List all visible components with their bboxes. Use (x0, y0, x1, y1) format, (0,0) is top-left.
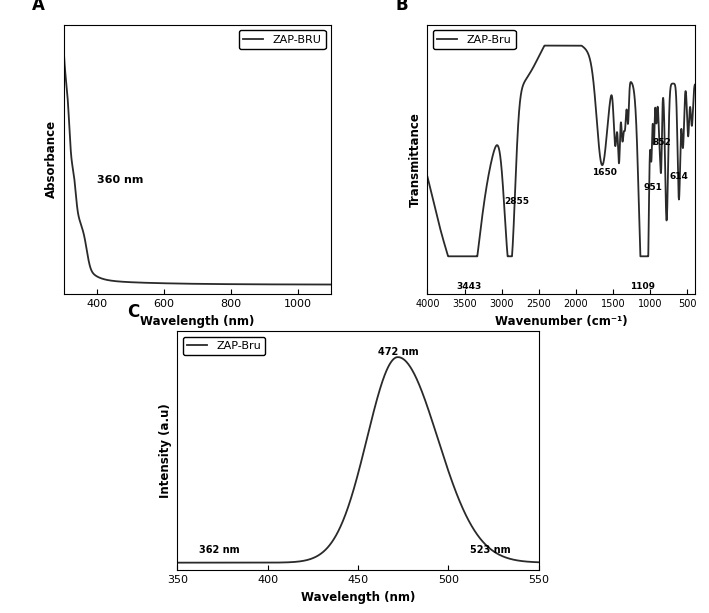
Y-axis label: Transmittance: Transmittance (409, 112, 422, 207)
Text: 523 nm: 523 nm (470, 545, 510, 555)
Y-axis label: Intensity (a.u): Intensity (a.u) (159, 403, 172, 498)
Text: 472 nm: 472 nm (377, 347, 418, 357)
Text: 852: 852 (652, 139, 671, 147)
Text: 614: 614 (670, 172, 688, 181)
Text: 2855: 2855 (504, 197, 529, 207)
Text: B: B (396, 0, 408, 13)
Legend: ZAP-Bru: ZAP-Bru (183, 337, 265, 356)
X-axis label: Wavenumber (cm⁻¹): Wavenumber (cm⁻¹) (495, 314, 627, 328)
Text: 1650: 1650 (592, 168, 617, 177)
X-axis label: Wavelength (nm): Wavelength (nm) (140, 314, 255, 328)
Text: 3443: 3443 (456, 281, 481, 291)
Text: 1109: 1109 (630, 281, 654, 291)
Text: 951: 951 (644, 183, 663, 191)
X-axis label: Wavelength (nm): Wavelength (nm) (301, 590, 415, 604)
Text: 362 nm: 362 nm (199, 545, 240, 555)
Legend: ZAP-Bru: ZAP-Bru (433, 30, 515, 49)
Text: 360 nm: 360 nm (97, 175, 144, 186)
Y-axis label: Absorbance: Absorbance (45, 120, 58, 199)
Text: A: A (32, 0, 45, 13)
Text: C: C (127, 303, 139, 321)
Legend: ZAP-BRU: ZAP-BRU (239, 30, 325, 49)
